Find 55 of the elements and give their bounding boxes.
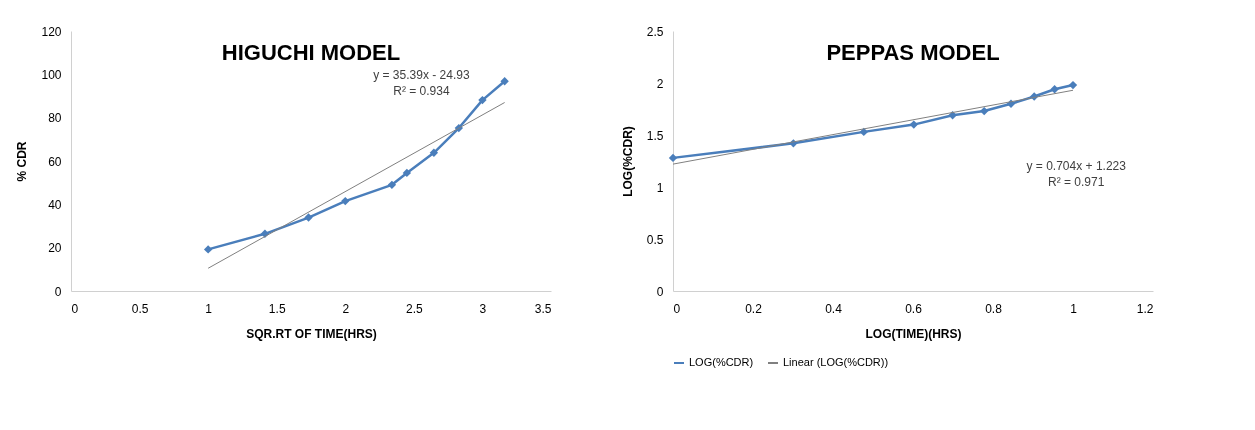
- y-tick-label: 1: [656, 180, 664, 195]
- x-tick-label: 0: [673, 301, 681, 316]
- x-axis-title: LOG(TIME)(HRS): [865, 326, 962, 341]
- point: [668, 153, 678, 163]
- point: [948, 111, 957, 120]
- y-tick-label: 100: [41, 67, 62, 82]
- x-tick-label: 0.2: [745, 301, 763, 316]
- y-tick-label: 2: [656, 76, 664, 91]
- point: [387, 180, 397, 190]
- annotation: y = 35.39x - 24.93: [373, 68, 470, 83]
- y-tick-label: 80: [48, 111, 62, 126]
- chart-title: HIGUCHI MODEL: [221, 40, 401, 65]
- y-axis-title: % CDR: [15, 141, 30, 182]
- x-tick-label: 0.4: [825, 301, 843, 316]
- x-tick-label: 3.5: [534, 301, 552, 316]
- y-tick-label: 1.5: [646, 128, 664, 143]
- y-tick-label: 2.5: [646, 24, 664, 39]
- x-tick-label: 1.5: [268, 301, 286, 316]
- y-tick-label: 0.5: [646, 232, 664, 247]
- point: [909, 120, 918, 129]
- chart-title: PEPPAS MODEL: [826, 40, 1000, 65]
- y-axis-title: LOG(%CDR): [620, 126, 635, 197]
- point: [500, 77, 509, 86]
- x-tick-label: 3: [479, 301, 487, 316]
- y-tick-label: 120: [41, 24, 62, 39]
- point: [1050, 85, 1059, 94]
- y-tick-label: 0: [656, 284, 664, 299]
- legend-label: LOG(%CDR): [689, 356, 754, 368]
- point: [980, 106, 989, 116]
- y-tick-label: 40: [48, 197, 62, 212]
- point: [304, 213, 313, 222]
- annotation: y = 0.704x + 1.223: [1026, 159, 1127, 174]
- point: [203, 245, 213, 254]
- point: [402, 168, 412, 178]
- x-tick-label: 2: [342, 301, 350, 316]
- point: [429, 148, 439, 157]
- annotation: R² = 0.971: [1048, 175, 1105, 190]
- point: [859, 127, 868, 137]
- x-tick-label: 0: [71, 301, 79, 316]
- y-tick-label: 60: [48, 154, 62, 169]
- point: [478, 95, 487, 105]
- x-tick-label: 1.2: [1136, 301, 1154, 316]
- point: [1068, 80, 1078, 90]
- y-tick-label: 20: [48, 241, 62, 256]
- x-axis-title: SQR.RT OF TIME(HRS): [246, 326, 377, 341]
- legend-label: Linear (LOG(%CDR)): [783, 356, 889, 368]
- x-tick-label: 0.8: [985, 301, 1003, 316]
- x-tick-label: 2.5: [406, 301, 424, 316]
- x-tick-label: 1: [205, 301, 213, 316]
- y-tick-label: 0: [54, 284, 62, 299]
- x-tick-label: 0.6: [905, 301, 923, 316]
- annotation: R² = 0.934: [393, 84, 450, 99]
- x-tick-label: 1: [1070, 301, 1078, 316]
- point: [341, 196, 350, 206]
- x-tick-label: 0.5: [131, 301, 149, 316]
